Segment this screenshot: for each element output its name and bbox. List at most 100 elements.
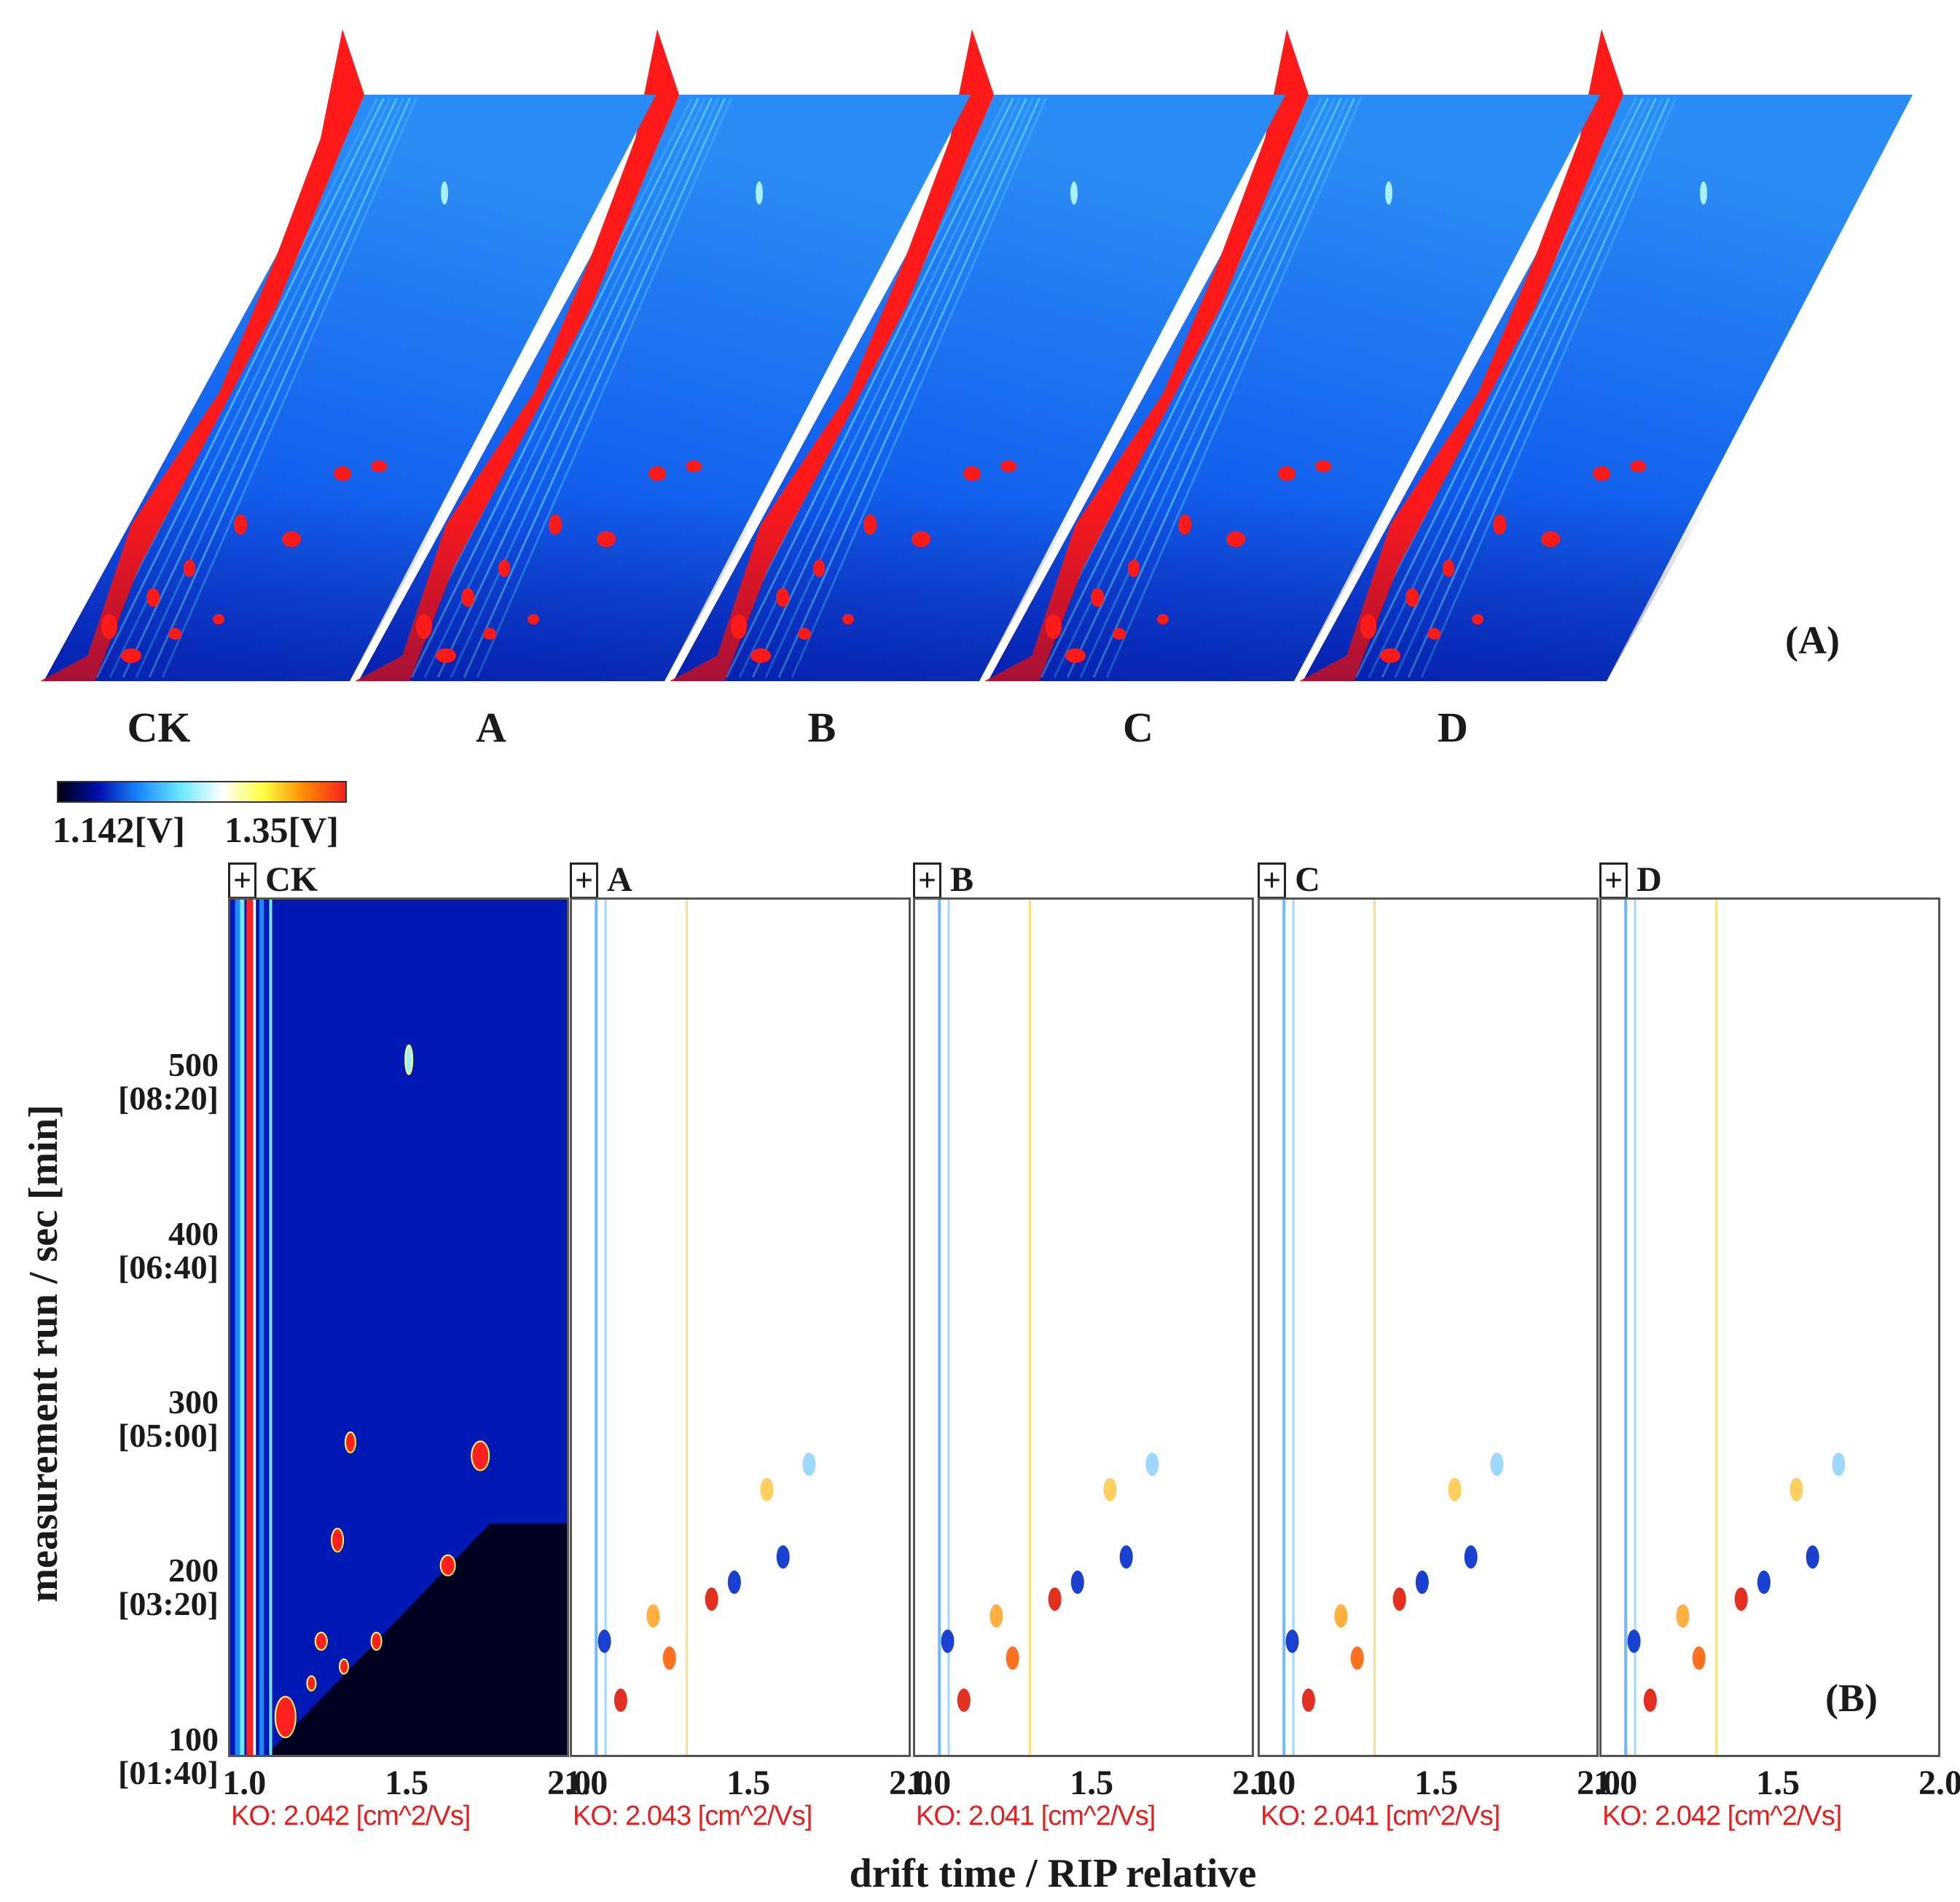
- y-tick-label: 100 [01:40]: [118, 1720, 219, 1791]
- y-tick-label: 500 [08:20]: [118, 1046, 219, 1117]
- rip-peak: [40, 29, 364, 681]
- x-tick-label: 1.0: [907, 1764, 952, 1802]
- volatile-peak: [1380, 648, 1400, 663]
- panel-header-ck: + CK: [228, 860, 318, 900]
- surface-shadow: [988, 495, 1396, 681]
- peak-spot: [439, 1554, 456, 1576]
- heatmap-d: [1599, 897, 1940, 1757]
- volatile-peak: [213, 614, 224, 624]
- background: [1602, 900, 1938, 1755]
- surface-shadow: [673, 495, 1081, 681]
- diff-spot: [776, 1545, 790, 1569]
- sample-label-a: A: [476, 704, 506, 751]
- volatile-peak: [498, 559, 510, 577]
- volatile-peak: [1406, 588, 1419, 607]
- volatile-peak: [776, 588, 789, 607]
- volatile-peak: [1000, 460, 1016, 472]
- diff-spot: [1832, 1453, 1846, 1477]
- rip-peak: [355, 29, 679, 681]
- heatmap-a: [570, 897, 911, 1757]
- y-axis-label: measurement run / sec [min]: [21, 1104, 66, 1603]
- panel-header-c: + C: [1258, 860, 1320, 900]
- volatile-peak: [863, 514, 877, 535]
- x-tick-label: 2.0: [1918, 1764, 1960, 1802]
- volatile-peak: [1427, 628, 1440, 640]
- volatile-peak: [1315, 460, 1331, 472]
- x-tick-label: 1.0: [564, 1764, 608, 1802]
- diff-line: [604, 900, 607, 1755]
- volatile-peak: [842, 614, 854, 624]
- rip-peak: [670, 29, 994, 681]
- surface-shadow: [44, 495, 452, 681]
- minor-peak: [1385, 181, 1392, 205]
- y-tick-label: 200 [03:20]: [118, 1552, 219, 1623]
- diff-line: [1715, 900, 1717, 1755]
- diff-spot: [1285, 1630, 1299, 1654]
- diff-spot: [957, 1689, 971, 1713]
- volatile-peak: [1157, 614, 1169, 624]
- diff-spot: [1464, 1545, 1478, 1569]
- expand-plus-icon[interactable]: +: [228, 862, 257, 899]
- volatile-peak: [416, 614, 432, 639]
- panel-name: B: [950, 860, 974, 899]
- diff-spot: [1119, 1545, 1133, 1569]
- x-tick-label: 2.0: [1232, 1764, 1276, 1802]
- surface-shadow: [1303, 495, 1712, 681]
- diff-spot: [1448, 1477, 1462, 1501]
- rip-line: [269, 900, 273, 1755]
- diff-line: [1282, 900, 1286, 1755]
- rip-line: [253, 900, 256, 1755]
- diff-spot: [1757, 1571, 1771, 1595]
- volatile-peak: [234, 514, 247, 535]
- expand-plus-icon[interactable]: +: [1258, 862, 1287, 899]
- diff-spot: [1334, 1604, 1348, 1628]
- diff-spot: [1643, 1689, 1657, 1713]
- x-axis-label: drift time / RIP relative: [849, 1851, 1257, 1896]
- diff-spot: [1734, 1587, 1748, 1611]
- diff-spot: [1006, 1646, 1019, 1670]
- diff-line: [1029, 900, 1031, 1755]
- heatmap-canvas: [915, 900, 1252, 1755]
- diff-line: [686, 900, 688, 1755]
- dark-region: [267, 1523, 567, 1755]
- panel-header-b: + B: [913, 860, 973, 900]
- diff-spot: [1145, 1453, 1159, 1477]
- volatile-peak: [101, 614, 117, 639]
- expand-plus-icon[interactable]: +: [1599, 862, 1628, 899]
- diff-spot: [1103, 1477, 1117, 1501]
- diff-line: [1292, 900, 1295, 1755]
- volatile-peak: [963, 466, 981, 481]
- expand-plus-icon[interactable]: +: [913, 862, 942, 899]
- x-tick-label: 2.0: [1577, 1764, 1620, 1802]
- heatmap-ck: [228, 897, 569, 1757]
- diff-spot: [662, 1646, 676, 1670]
- volatile-peak: [1113, 628, 1126, 640]
- panel-name: A: [607, 860, 632, 899]
- volatile-peak: [648, 466, 666, 481]
- volatile-peak: [1046, 614, 1062, 639]
- diff-line: [947, 900, 950, 1755]
- rip-line: [259, 900, 264, 1755]
- surface-b: [670, 29, 1285, 681]
- y-tick-label: 400 [06:40]: [118, 1214, 219, 1286]
- diff-spot: [1070, 1571, 1084, 1595]
- panel-header-d: + D: [1599, 860, 1662, 900]
- colorbar-min-label: 1.142[V]: [52, 809, 185, 850]
- expand-plus-icon[interactable]: +: [570, 862, 599, 899]
- panel-a-3d-plot: [40, 29, 1913, 681]
- volatile-peak: [1178, 514, 1191, 535]
- ko-label: KO: 2.043 [cm^2/Vs]: [573, 1801, 812, 1831]
- panel-a-tag: (A): [1785, 618, 1840, 662]
- x-tick-label: 1.0: [1252, 1764, 1296, 1802]
- sample-label-ck: CK: [127, 704, 191, 751]
- peak-spot: [344, 1431, 356, 1454]
- volatile-peak: [813, 559, 825, 577]
- peak-spot: [404, 1044, 414, 1075]
- rip-line: [235, 900, 243, 1755]
- rip-line: [240, 900, 245, 1755]
- surface-shadow: [358, 495, 767, 681]
- heatmap-canvas: [572, 900, 909, 1755]
- volatile-peak: [1593, 466, 1610, 481]
- volatile-peak: [686, 460, 702, 472]
- volatile-peak: [1065, 648, 1086, 663]
